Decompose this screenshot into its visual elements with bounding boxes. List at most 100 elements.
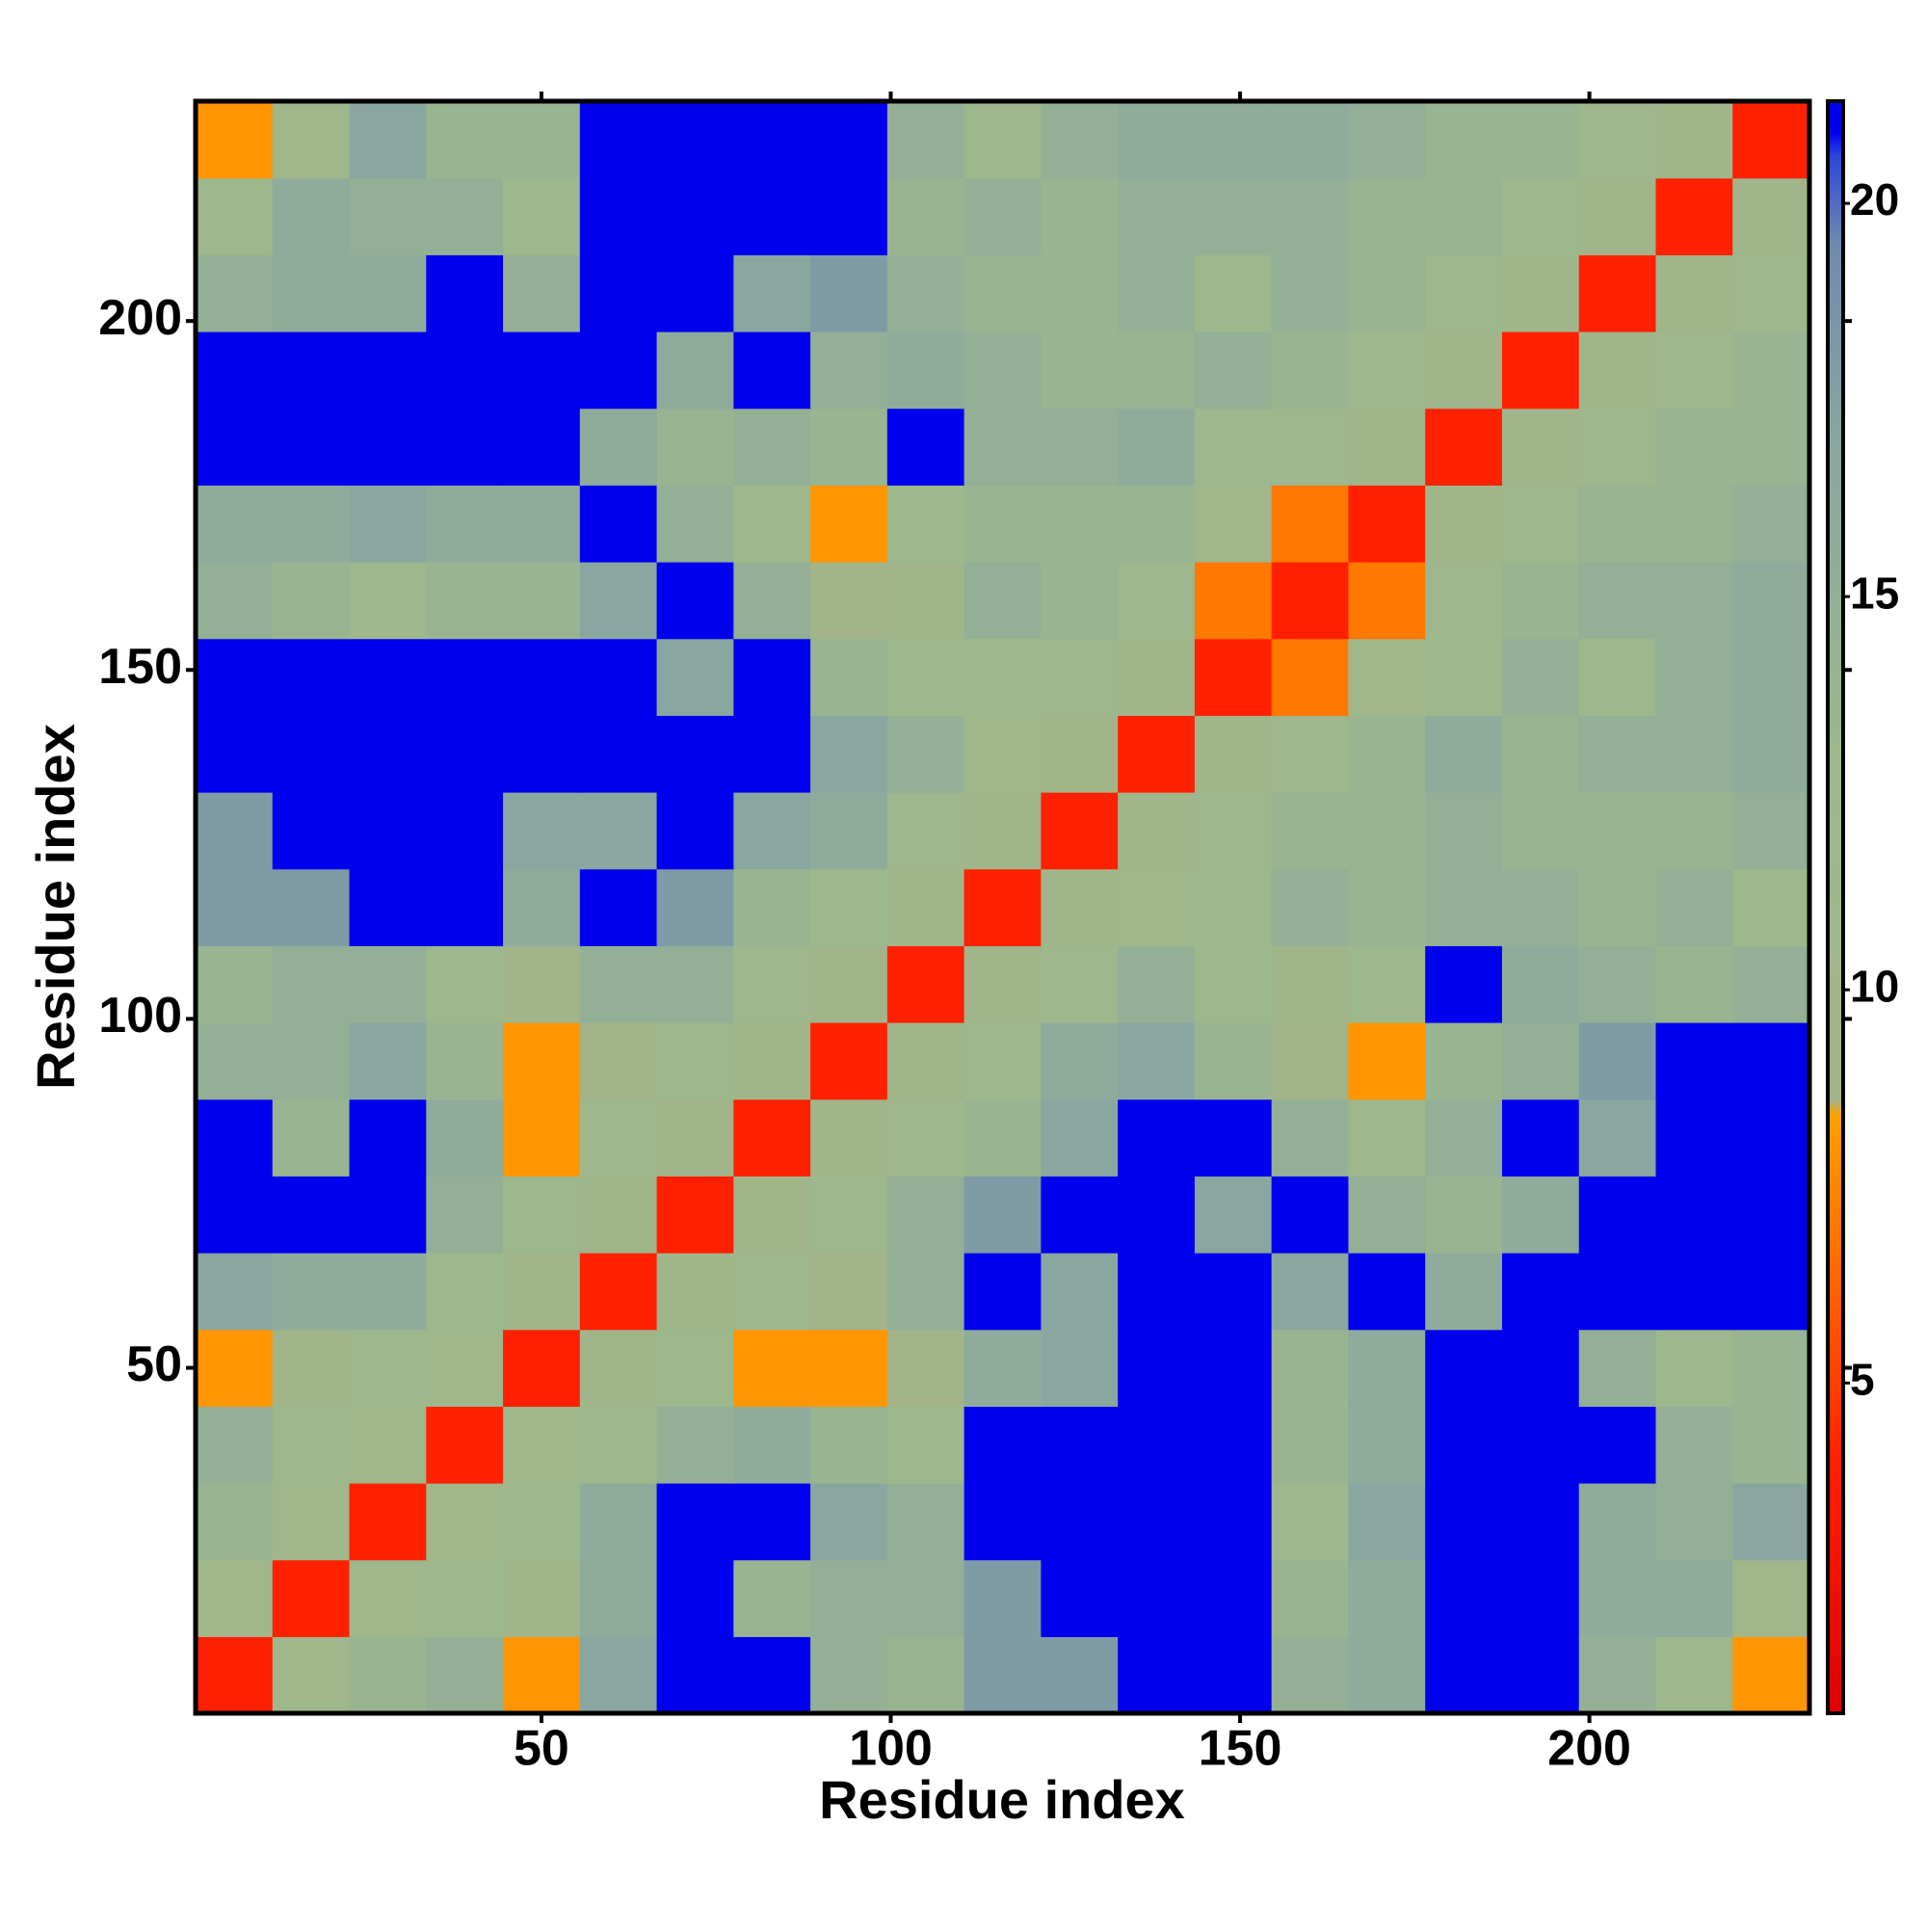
heatmap-cell [886,408,965,486]
heatmap-cell [503,408,581,486]
heatmap-cell [1501,485,1580,563]
heatmap-cell [656,1559,734,1637]
heatmap-cell [196,1636,274,1714]
heatmap-cell [1348,792,1426,870]
heatmap-cell [1501,177,1580,255]
heatmap-cell [579,1253,658,1331]
heatmap-cell [886,485,965,563]
heatmap-cell [1578,562,1657,640]
heatmap-cell [964,1559,1042,1637]
heatmap-cell [886,177,965,255]
heatmap-cell [272,1022,351,1100]
heatmap-cell [656,254,734,332]
heatmap-cell [964,408,1042,486]
heatmap-cell [1041,1483,1119,1561]
heatmap-cell [272,1636,351,1714]
heatmap-cell [1425,1098,1503,1177]
heatmap-cell [349,792,427,870]
heatmap-cell [196,254,274,332]
heatmap-cell [1425,485,1503,563]
heatmap-cell [1348,331,1426,410]
heatmap-cell [1194,562,1273,640]
heatmap-cell [1194,868,1273,946]
heatmap-cell [579,177,658,255]
heatmap-cell [272,1483,351,1561]
heatmap-cell [1118,254,1196,332]
heatmap-cell [656,408,734,486]
heatmap-cell [579,254,658,332]
heatmap-cell [1425,715,1503,793]
heatmap-cell [964,177,1042,255]
heatmap-cell [656,562,734,640]
heatmap-cell [1655,408,1733,486]
heatmap-cell [1348,638,1426,716]
heatmap-cell [1732,254,1810,332]
heatmap-cell [579,868,658,946]
heatmap-cell [349,1022,427,1100]
heatmap-cell [656,101,734,179]
heatmap-cell [196,715,274,793]
heatmap-cell [426,638,504,716]
heatmap-cell [503,868,581,946]
heatmap-cell [1732,1098,1810,1177]
heatmap-cell [1118,408,1196,486]
heatmap-cell [1348,1176,1426,1254]
heatmap-cell [1578,868,1657,946]
heatmap-cell [1501,254,1580,332]
heatmap-cell [1348,1022,1426,1100]
heatmap-cell [810,868,888,946]
colorbar [1826,99,1845,1715]
heatmap-cell [1501,1098,1580,1177]
heatmap-cell [810,945,888,1023]
heatmap-cell [503,715,581,793]
heatmap-cell [1578,101,1657,179]
heatmap-cell [1041,1406,1119,1484]
heatmap-cell [1041,254,1119,332]
heatmap-cell [1271,715,1350,793]
heatmap-cell [1732,1253,1810,1331]
heatmap-cell [886,715,965,793]
heatmap-cell [886,1483,965,1561]
heatmap-cell [196,792,274,870]
heatmap-cell [196,868,274,946]
heatmap-cells [196,101,1810,1714]
heatmap-cell [810,408,888,486]
heatmap-cell [1425,945,1503,1023]
heatmap-cell [272,1176,351,1254]
heatmap-cell [1194,715,1273,793]
heatmap-cell [733,562,811,640]
heatmap-cell [1271,177,1350,255]
y-tick-label: 200 [98,290,182,346]
heatmap-cell [1425,1406,1503,1484]
heatmap-cell [1194,1253,1273,1331]
heatmap-cell [1118,1559,1196,1637]
heatmap-cell [426,1098,504,1177]
heatmap-cell [349,254,427,332]
heatmap-cell [1655,177,1733,255]
x-axis-title: Residue index [819,1769,1185,1830]
heatmap-cell [1041,715,1119,793]
heatmap-cell [1501,1559,1580,1637]
heatmap-cell [1501,1329,1580,1407]
heatmap-cell [503,1022,581,1100]
heatmap-cell [1041,1636,1119,1714]
heatmap-cell [1348,1483,1426,1561]
heatmap-cell [1271,792,1350,870]
heatmap-cell [964,715,1042,793]
heatmap-cell [810,1022,888,1100]
heatmap-cell [1194,792,1273,870]
heatmap-cell [1348,715,1426,793]
heatmap-cell [1194,101,1273,179]
heatmap-cell [1578,715,1657,793]
heatmap-cell [1578,1329,1657,1407]
heatmap-cell [656,1406,734,1484]
x-tick-label: 100 [849,1721,933,1777]
heatmap-cell [886,1176,965,1254]
heatmap-cell [964,1406,1042,1484]
heatmap-cell [579,1406,658,1484]
heatmap-cell [503,1559,581,1637]
heatmap-cell [1655,101,1733,179]
heatmap-cell [1118,792,1196,870]
heatmap-cell [196,562,274,640]
heatmap-cell [1578,1483,1657,1561]
